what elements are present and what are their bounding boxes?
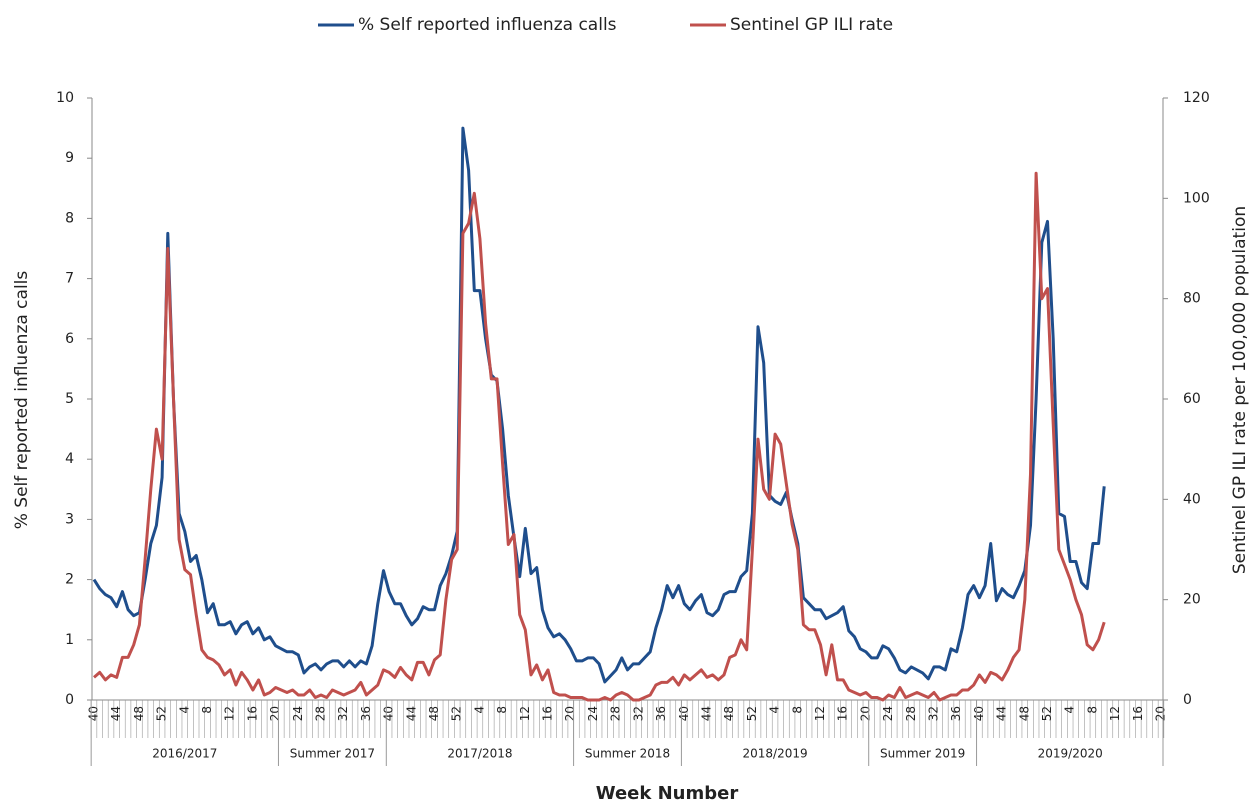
y-tick-label: 0: [65, 692, 74, 708]
y2-tick-label: 80: [1183, 291, 1201, 307]
x-tick-label: 32: [336, 706, 350, 721]
x-tick-label: 20: [858, 706, 872, 721]
y2-tick-label: 100: [1183, 190, 1210, 206]
x-tick-label: 24: [881, 706, 895, 721]
x-tick-label: 36: [654, 706, 668, 721]
legend-label: Sentinel GP ILI rate: [730, 15, 893, 35]
x-tick-label: 28: [314, 706, 328, 721]
x-tick-label: 4: [177, 706, 191, 714]
x-tick-label: 52: [450, 706, 464, 721]
x-tick-label: 36: [949, 706, 963, 721]
x-tick-label: 48: [1017, 706, 1031, 721]
x-tick-label: 52: [745, 706, 759, 721]
y-axis-title: % Self reported influenza calls: [12, 271, 32, 530]
x-tick-label: 16: [836, 706, 850, 721]
x-tick-label: 40: [87, 706, 101, 721]
y-tick-label: 5: [65, 391, 74, 407]
x-tick-label: 48: [722, 706, 736, 721]
x-tick-label: 32: [926, 706, 940, 721]
x-tick-label: 8: [200, 706, 214, 714]
y-tick-label: 4: [65, 451, 74, 467]
series-line: [92, 126, 1106, 684]
x-tick-label: 24: [291, 706, 305, 721]
y2-tick-label: 0: [1183, 692, 1192, 708]
y-tick-label: 6: [65, 331, 74, 347]
x-tick-label: 48: [132, 706, 146, 721]
y2-tick-label: 40: [1183, 491, 1201, 507]
group-label: Summer 2017: [290, 747, 375, 761]
y-tick-label: 9: [65, 150, 74, 166]
x-tick-label: 20: [1154, 706, 1168, 721]
y-tick-label: 8: [65, 210, 74, 226]
x-tick-label: 4: [768, 706, 782, 714]
x-tick-label: 36: [359, 706, 373, 721]
y2-tick-label: 60: [1183, 391, 1201, 407]
x-tick-label: 44: [404, 706, 418, 721]
x-tick-label: 12: [223, 706, 237, 721]
x-tick-label: 44: [109, 706, 123, 721]
group-label: 2019/2020: [1038, 747, 1103, 761]
y2-tick-label: 20: [1183, 592, 1201, 608]
x-tick-label: 20: [268, 706, 282, 721]
y-tick-label: 1: [65, 632, 74, 648]
y2-axis-title: Sentinel GP ILI rate per 100,000 populat…: [1230, 206, 1249, 574]
x-tick-label: 16: [541, 706, 555, 721]
group-label: Summer 2018: [585, 747, 670, 761]
x-tick-label: 24: [586, 706, 600, 721]
x-tick-label: 48: [427, 706, 441, 721]
x-tick-label: 20: [563, 706, 577, 721]
x-tick-label: 16: [1131, 706, 1145, 721]
x-tick-label: 12: [1108, 706, 1122, 721]
y-tick-label: 2: [65, 572, 74, 588]
y-tick-label: 10: [56, 90, 74, 106]
x-tick-label: 52: [155, 706, 169, 721]
x-tick-label: 28: [609, 706, 623, 721]
x-tick-label: 44: [699, 706, 713, 721]
y-tick-label: 7: [65, 271, 74, 287]
x-tick-label: 16: [245, 706, 259, 721]
series-line: [93, 171, 1106, 702]
group-label: Summer 2019: [880, 747, 965, 761]
x-tick-label: 32: [631, 706, 645, 721]
x-tick-label: 4: [1063, 706, 1077, 714]
legend-label: % Self reported influenza calls: [358, 15, 617, 35]
x-tick-label: 40: [677, 706, 691, 721]
group-label: 2018/2019: [743, 747, 808, 761]
x-tick-label: 12: [813, 706, 827, 721]
x-axis-title: Week Number: [596, 783, 739, 803]
x-tick-label: 8: [495, 706, 509, 714]
x-tick-label: 8: [790, 706, 804, 714]
x-tick-label: 40: [972, 706, 986, 721]
y-tick-label: 3: [65, 511, 74, 527]
x-tick-label: 12: [518, 706, 532, 721]
x-tick-label: 40: [382, 706, 396, 721]
x-tick-label: 8: [1085, 706, 1099, 714]
x-tick-label: 28: [904, 706, 918, 721]
x-tick-label: 4: [472, 706, 486, 714]
group-label: 2016/2017: [152, 747, 217, 761]
y2-tick-label: 120: [1183, 90, 1210, 106]
group-label: 2017/2018: [447, 747, 512, 761]
x-tick-label: 44: [995, 706, 1009, 721]
x-tick-label: 52: [1040, 706, 1054, 721]
